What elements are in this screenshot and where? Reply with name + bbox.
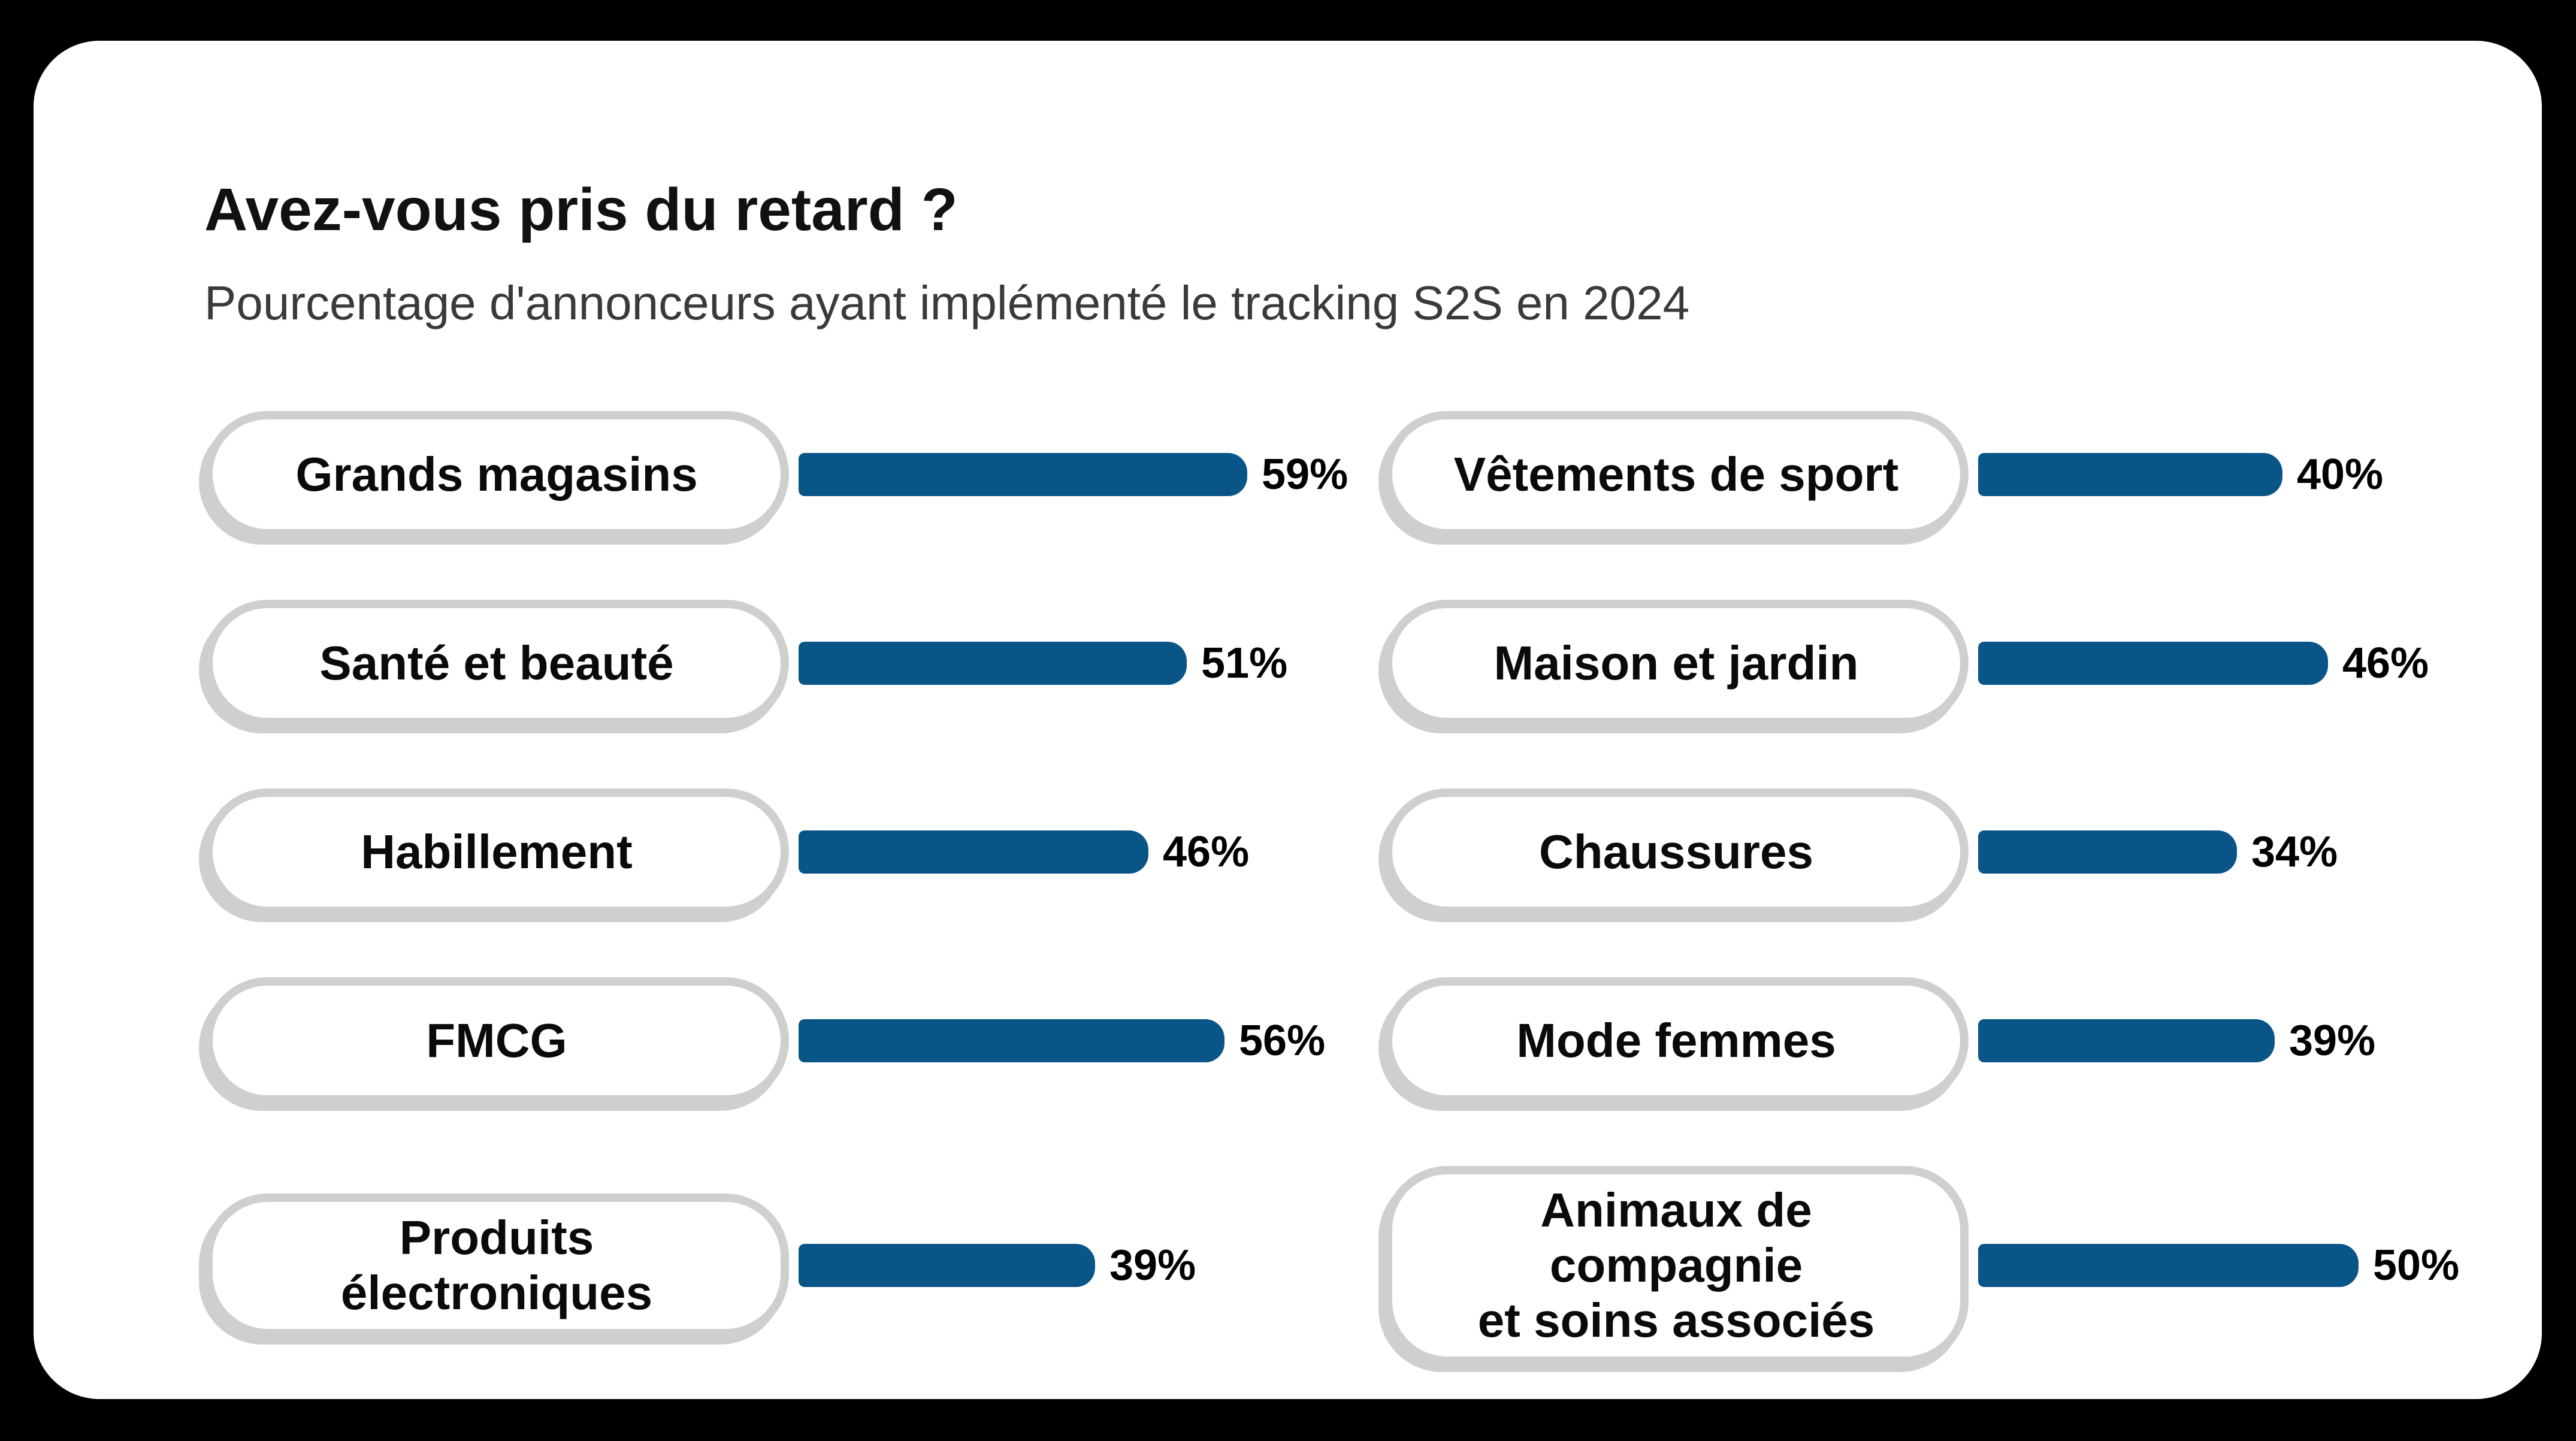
category-row: Animaux de compagnie et soins associés 5… (1384, 1166, 2563, 1365)
chart-subtitle: Pourcentage d'annonceurs ayant implément… (204, 276, 1690, 330)
value-bar (1978, 641, 2328, 685)
category-pill: Vêtements de sport (1384, 411, 1969, 537)
bar-chart-grid: Grands magasins 59% Vêtements de sport 4… (204, 411, 2563, 1365)
value-bar (799, 641, 1187, 685)
category-pill: Chaussures (1384, 789, 1969, 915)
value-bar (799, 830, 1148, 874)
category-label: Mode femmes (1516, 1013, 1836, 1067)
category-row: Chaussures 34% (1384, 789, 2563, 915)
value-bar (799, 1244, 1095, 1287)
category-row: Maison et jardin 46% (1384, 600, 2563, 726)
value-label: 59% (1262, 450, 1349, 499)
category-pill: Grands magasins (204, 411, 789, 537)
value-label: 34% (2251, 827, 2338, 876)
category-pill: FMCG (204, 977, 789, 1104)
category-pill: Produits électroniques (204, 1194, 789, 1337)
category-row: FMCG 56% (204, 977, 1384, 1104)
category-pill: Habillement (204, 789, 789, 915)
category-row: Vêtements de sport 40% (1384, 411, 2563, 537)
value-label: 39% (1109, 1241, 1196, 1289)
category-pill: Mode femmes (1384, 977, 1969, 1104)
category-label: Vêtements de sport (1453, 447, 1899, 501)
category-label: Chaussures (1539, 824, 1813, 878)
category-label: Habillement (361, 824, 633, 878)
category-label: Produits électroniques (340, 1211, 653, 1319)
value-bar (799, 1019, 1224, 1062)
value-bar (1978, 830, 2237, 874)
value-label: 39% (2289, 1016, 2376, 1065)
value-label: 46% (1163, 827, 1250, 876)
value-bar (1978, 1019, 2275, 1062)
value-bar (1978, 452, 2282, 496)
value-label: 46% (2342, 639, 2429, 687)
category-label: Maison et jardin (1493, 636, 1859, 690)
category-label: Grands magasins (295, 447, 698, 501)
category-row: Habillement 46% (204, 789, 1384, 915)
chart-card: Avez-vous pris du retard ? Pourcentage d… (34, 41, 2542, 1399)
value-label: 50% (2373, 1241, 2460, 1289)
value-label: 40% (2297, 450, 2384, 499)
category-row: Mode femmes 39% (1384, 977, 2563, 1104)
category-pill: Maison et jardin (1384, 600, 1969, 726)
value-bar (799, 452, 1247, 496)
category-pill: Santé et beauté (204, 600, 789, 726)
category-row: Grands magasins 59% (204, 411, 1384, 537)
category-row: Santé et beauté 51% (204, 600, 1384, 726)
category-label: FMCG (426, 1013, 567, 1067)
value-bar (1978, 1244, 2359, 1287)
category-row: Produits électroniques 39% (204, 1166, 1384, 1365)
category-pill: Animaux de compagnie et soins associés (1384, 1166, 1969, 1365)
category-label: Santé et beauté (319, 636, 674, 690)
category-label: Animaux de compagnie et soins associés (1477, 1183, 1875, 1347)
chart-title: Avez-vous pris du retard ? (204, 176, 958, 243)
value-label: 51% (1201, 639, 1288, 687)
value-label: 56% (1239, 1016, 1326, 1065)
